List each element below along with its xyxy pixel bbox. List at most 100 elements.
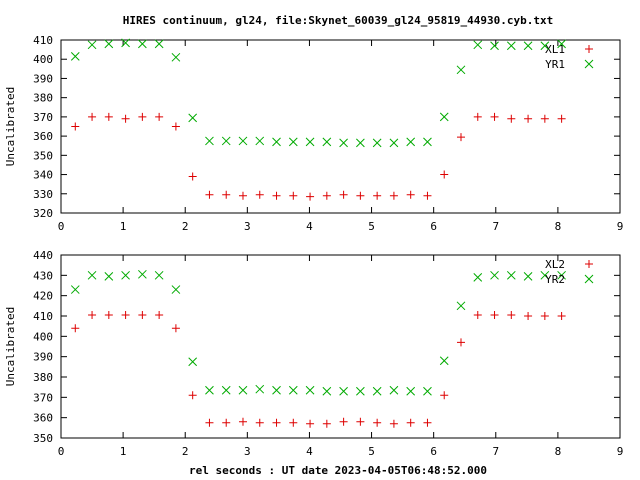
data-point: [188, 172, 197, 181]
data-point: [339, 417, 348, 426]
data-point: [121, 310, 130, 319]
panel-bottom: 0 1 2 3 4 5 6 7 8 9 350 360 370 380 390 400 410 420 430 440…: [4, 249, 623, 458]
data-point: [557, 270, 566, 280]
data-point: [155, 310, 164, 319]
data-point: [121, 114, 130, 123]
data-point: [456, 338, 465, 347]
data-point: [389, 138, 399, 148]
data-point: [490, 310, 499, 319]
data-point: [87, 270, 97, 280]
data-point: [557, 39, 566, 49]
legend-label: YR2: [545, 273, 565, 286]
y-axis-label: Uncalibrated: [4, 307, 17, 386]
data-point: [138, 39, 147, 49]
chart-title: HIRES continuum, gl24, file:Skynet_60039…: [123, 14, 553, 27]
data-point: [288, 137, 298, 147]
data-point: [221, 385, 231, 395]
data-point: [155, 112, 164, 121]
data-point: [339, 138, 348, 148]
data-point: [138, 310, 147, 319]
data-point: [71, 324, 80, 333]
data-point: [389, 419, 398, 428]
x-tick-label: 3: [244, 445, 251, 458]
y-tick-label: 440: [33, 249, 53, 262]
data-point: [440, 170, 449, 179]
x-tick-label: 8: [555, 220, 562, 233]
data-point: [255, 190, 264, 199]
data-point: [272, 191, 281, 200]
data-point: [322, 419, 331, 428]
y-tick-label: 380: [33, 371, 53, 384]
data-point: [406, 137, 416, 147]
data-point: [473, 310, 482, 319]
data-point: [138, 112, 147, 121]
y-tick-label: 350: [33, 432, 53, 445]
data-point: [440, 391, 449, 400]
data-point: [372, 386, 382, 396]
y-tick-label: 370: [33, 111, 53, 124]
data-point: [104, 271, 114, 281]
data-point: [272, 137, 281, 147]
data-point: [104, 310, 113, 319]
series-xl1: [71, 112, 566, 201]
data-point: [272, 385, 281, 395]
series-xl2: [71, 310, 566, 428]
y-tick-label: 320: [33, 207, 53, 220]
x-tick-label: 6: [430, 220, 437, 233]
y-tick-label: 370: [33, 391, 53, 404]
data-point: [524, 312, 533, 320]
data-point: [138, 269, 147, 279]
data-point: [339, 386, 348, 396]
legend-marker: [585, 260, 593, 268]
data-point: [439, 356, 449, 366]
data-point: [524, 114, 533, 123]
data-point: [456, 65, 466, 75]
legend-label: XL1: [545, 43, 565, 56]
data-point: [389, 385, 399, 395]
data-point: [255, 418, 264, 427]
legend-marker: [584, 59, 594, 69]
data-point: [154, 270, 164, 280]
data-point: [238, 385, 248, 395]
x-tick-label: 0: [58, 445, 65, 458]
data-point: [406, 190, 415, 199]
data-point: [305, 137, 315, 147]
plot-frame: [60, 39, 621, 214]
data-point: [473, 40, 483, 50]
data-point: [456, 301, 466, 311]
data-point: [356, 417, 365, 426]
data-point: [222, 190, 231, 199]
x-tick-label: 0: [58, 220, 65, 233]
y-tick-label: 400: [33, 330, 53, 343]
data-point: [423, 191, 432, 200]
data-point: [289, 191, 298, 200]
data-point: [473, 112, 482, 121]
data-point: [121, 38, 130, 48]
data-point: [205, 418, 214, 427]
data-point: [171, 324, 180, 333]
data-point: [171, 52, 181, 62]
x-tick-label: 7: [492, 220, 499, 233]
data-point: [456, 133, 465, 142]
data-point: [70, 51, 80, 61]
data-point: [205, 136, 214, 146]
data-point: [322, 191, 331, 200]
y-tick-label: 420: [33, 290, 53, 303]
x-tick-label: 1: [120, 220, 127, 233]
data-point: [339, 190, 348, 199]
plot-frame: [60, 254, 621, 439]
data-point: [322, 386, 332, 396]
data-point: [423, 137, 432, 147]
x-tick-label: 1: [120, 445, 127, 458]
data-point: [322, 137, 332, 147]
y-tick-label: 330: [33, 188, 53, 201]
data-point: [490, 270, 499, 280]
data-point: [373, 191, 382, 200]
y-tick-label: 430: [33, 269, 53, 282]
data-point: [288, 385, 298, 395]
data-point: [222, 418, 231, 427]
data-point: [238, 136, 248, 146]
data-point: [306, 419, 315, 428]
data-point: [372, 138, 382, 148]
